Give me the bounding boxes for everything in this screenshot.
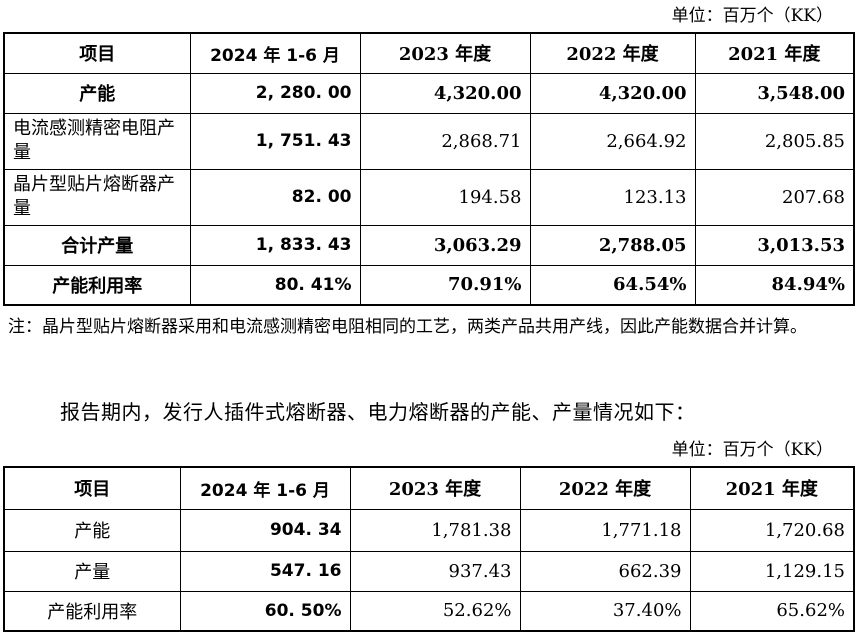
- cell-2021: 207.68: [694, 168, 855, 226]
- cell-2023: 937.43: [349, 550, 521, 592]
- table-row: 晶片型贴片熔断器产量 82. 00 194.58 123.13 207.68: [3, 168, 855, 226]
- table-row: 电流感测精密电阻产量 1, 751. 43 2,868.71 2,664.92 …: [3, 112, 855, 170]
- row-label: 产能利用率: [3, 590, 181, 632]
- table-row: 产能 2, 280. 00 4,320.00 4,320.00 3,548.00: [3, 72, 855, 114]
- cell-2023: 194.58: [359, 168, 531, 226]
- cell-2022: 2,664.92: [529, 112, 696, 170]
- capacity-table-1: 项目 2024 年 1-6 月 2023 年度 2022 年度 2021 年度 …: [3, 32, 855, 306]
- table-row: 产能利用率 80. 41% 70.91% 64.54% 84.94%: [3, 264, 855, 306]
- table-header-row: 项目 2024 年 1-6 月 2023 年度 2022 年度 2021 年度: [3, 32, 855, 74]
- cell-2021: 65.62%: [689, 590, 855, 632]
- cell-2021: 1,720.68: [689, 508, 855, 552]
- cell-2024h1: 2, 280. 00: [189, 72, 361, 114]
- table-row: 产量 547. 16 937.43 662.39 1,129.15: [3, 550, 855, 592]
- table-row: 合计产量 1, 833. 43 3,063.29 2,788.05 3,013.…: [3, 224, 855, 266]
- header-item: 项目: [3, 32, 191, 74]
- cell-2022: 37.40%: [519, 590, 691, 632]
- row-label: 晶片型贴片熔断器产量: [3, 168, 191, 226]
- unit-label-2: 单位：百万个（KK）: [671, 440, 833, 460]
- body-paragraph: 报告期内，发行人插件式熔断器、电力熔断器的产能、产量情况如下：: [60, 400, 696, 424]
- header-2022: 2022 年度: [519, 466, 691, 510]
- cell-2023: 52.62%: [349, 590, 521, 632]
- row-label: 电流感测精密电阻产量: [3, 112, 191, 170]
- capacity-table-2: 项目 2024 年 1-6 月 2023 年度 2022 年度 2021 年度 …: [3, 466, 855, 632]
- cell-2023: 1,781.38: [349, 508, 521, 552]
- table-header-row: 项目 2024 年 1-6 月 2023 年度 2022 年度 2021 年度: [3, 466, 855, 510]
- header-2022: 2022 年度: [529, 32, 696, 74]
- cell-2024h1: 80. 41%: [189, 264, 361, 306]
- cell-2022: 662.39: [519, 550, 691, 592]
- table-note: 注：晶片型贴片熔断器采用和电流感测精密电阻相同的工艺，两类产品共用产线，因此产能…: [8, 317, 807, 337]
- cell-2024h1: 60. 50%: [179, 590, 351, 632]
- cell-2023: 70.91%: [359, 264, 531, 306]
- header-2023: 2023 年度: [349, 466, 521, 510]
- cell-2023: 4,320.00: [359, 72, 531, 114]
- cell-2021: 3,013.53: [694, 224, 855, 266]
- table-row: 产能 904. 34 1,781.38 1,771.18 1,720.68: [3, 508, 855, 552]
- cell-2022: 123.13: [529, 168, 696, 226]
- header-2024h1: 2024 年 1-6 月: [179, 466, 351, 510]
- row-label: 产能: [3, 72, 191, 114]
- cell-2021: 84.94%: [694, 264, 855, 306]
- cell-2024h1: 1, 833. 43: [189, 224, 361, 266]
- header-2023: 2023 年度: [359, 32, 531, 74]
- cell-2024h1: 1, 751. 43: [189, 112, 361, 170]
- cell-2022: 2,788.05: [529, 224, 696, 266]
- cell-2021: 3,548.00: [694, 72, 855, 114]
- header-2021: 2021 年度: [694, 32, 855, 74]
- cell-2021: 1,129.15: [689, 550, 855, 592]
- header-2024h1: 2024 年 1-6 月: [189, 32, 361, 74]
- header-item: 项目: [3, 466, 181, 510]
- cell-2022: 64.54%: [529, 264, 696, 306]
- row-label: 产能利用率: [3, 264, 191, 306]
- cell-2024h1: 547. 16: [179, 550, 351, 592]
- table-row: 产能利用率 60. 50% 52.62% 37.40% 65.62%: [3, 590, 855, 632]
- cell-2024h1: 82. 00: [189, 168, 361, 226]
- cell-2023: 3,063.29: [359, 224, 531, 266]
- cell-2024h1: 904. 34: [179, 508, 351, 552]
- cell-2022: 1,771.18: [519, 508, 691, 552]
- cell-2023: 2,868.71: [359, 112, 531, 170]
- cell-2021: 2,805.85: [694, 112, 855, 170]
- cell-2022: 4,320.00: [529, 72, 696, 114]
- row-label: 产能: [3, 508, 181, 552]
- row-label: 产量: [3, 550, 181, 592]
- row-label: 合计产量: [3, 224, 191, 266]
- unit-label-1: 单位：百万个（KK）: [671, 6, 833, 26]
- header-2021: 2021 年度: [689, 466, 855, 510]
